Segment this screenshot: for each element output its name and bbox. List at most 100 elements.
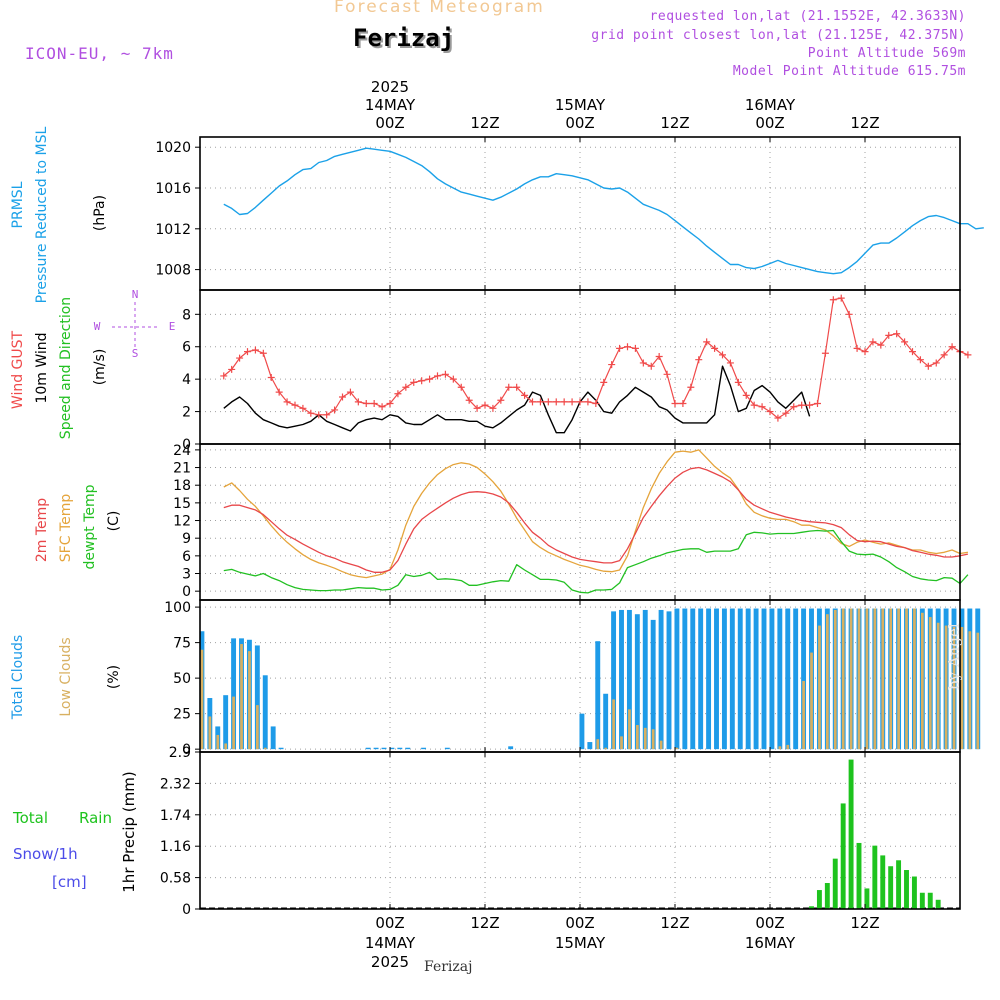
low-cloud-bar <box>849 608 853 750</box>
wind-gust-point <box>821 349 829 357</box>
wind-gust-point <box>869 338 877 346</box>
wind-gust-point <box>853 344 861 352</box>
total-cloud-bar <box>611 611 617 750</box>
rain-bar <box>809 906 814 909</box>
rain-bar <box>848 759 854 909</box>
label-precip-unit: 1hr Precip (mm) <box>120 771 138 892</box>
bottom-date-label: 15MAY <box>555 934 606 952</box>
label-wind-gust: Wind GUST <box>10 330 26 409</box>
wind-gust-point <box>924 362 932 370</box>
temp-2m-line <box>223 466 969 573</box>
y-tick-label: 1020 <box>155 140 191 156</box>
label-10m-wind: 10m Wind <box>34 332 50 403</box>
wind-gust-point <box>489 404 497 412</box>
low-cloud-bar <box>928 617 932 750</box>
axis-ticks: 1008101210161020024680369121518212402550… <box>10 78 880 971</box>
label-rain: Rain <box>79 809 112 827</box>
wind-gust-point <box>726 359 734 367</box>
rain-bar <box>904 870 909 909</box>
rain-bar <box>935 899 941 909</box>
wind-gust-point <box>679 399 687 407</box>
total-cloud-bar <box>801 608 807 750</box>
low-cloud-bar <box>833 609 837 750</box>
total-cloud-bar <box>706 608 712 750</box>
model-label: ICON-EU, ~ 7km <box>25 44 174 63</box>
wind-gust-point <box>481 401 489 409</box>
top-date-label: 14MAY <box>365 96 416 114</box>
wind-gust-point <box>885 331 893 339</box>
wind-gust-point <box>837 294 845 302</box>
low-cloud-bar <box>841 608 845 750</box>
total-cloud-bar <box>642 609 648 750</box>
y-tick-label: 3 <box>182 567 191 583</box>
rain-bar <box>911 876 917 909</box>
wind-gust-point <box>386 399 394 407</box>
bottom-date-label: 14MAY <box>365 934 416 952</box>
wind-gust-point <box>505 383 513 391</box>
low-cloud-bar <box>232 696 235 750</box>
wind-speed-line <box>223 365 811 434</box>
wind-gust-point <box>529 398 536 406</box>
wind-gust-point <box>339 393 346 401</box>
wind-gust-point <box>465 396 473 404</box>
wind-gust-point <box>893 330 901 338</box>
wind-gust-point <box>323 411 331 419</box>
low-cloud-bar <box>936 622 940 750</box>
wind-gust-point <box>394 390 402 398</box>
label-pressure-msl: Pressure Reduced to MSL <box>34 126 50 303</box>
wind-gust-point <box>307 409 315 417</box>
rain-bar <box>856 842 862 909</box>
wind-gust-point <box>687 383 695 391</box>
y-tick-label: 15 <box>173 496 191 512</box>
total-cloud-bar <box>595 641 601 750</box>
y-tick-label: 50 <box>173 671 191 687</box>
label-percent-unit: (%) <box>106 665 122 689</box>
wind-gust-point <box>671 399 679 407</box>
wind-gust-point <box>331 406 339 414</box>
label-total-clouds: Total Clouds <box>10 635 26 720</box>
low-cloud-bar <box>818 625 821 750</box>
total-cloud-bar <box>603 693 609 750</box>
wind-gust-point <box>766 408 774 416</box>
low-cloud-bar <box>865 608 869 750</box>
compass-w: W <box>94 320 101 333</box>
wind-gust-point <box>948 343 956 351</box>
total-cloud-bar <box>405 747 411 750</box>
low-cloud-bar <box>200 649 204 750</box>
low-cloud-bar <box>612 699 615 750</box>
y-tick-label: 1008 <box>155 263 191 279</box>
y-tick-label: 21 <box>173 461 191 477</box>
credit-label: by Angel <box>945 623 963 690</box>
low-cloud-bar <box>889 608 893 750</box>
y-tick-label: 2.9 <box>169 745 191 761</box>
top-time-label: 12Z <box>660 114 689 132</box>
wind-gust-point <box>608 361 616 369</box>
top-time-label: 00Z <box>375 114 404 132</box>
top-time-label: 00Z <box>755 114 784 132</box>
rain-bar <box>896 860 902 909</box>
rain-bar <box>872 845 878 909</box>
wind-gust-point <box>315 411 323 419</box>
total-cloud-bar <box>785 608 791 750</box>
total-cloud-bar <box>745 608 751 750</box>
low-cloud-bar <box>248 651 251 750</box>
wind-gust-point <box>916 356 924 364</box>
low-cloud-bar <box>960 626 964 750</box>
bottom-time-label: 00Z <box>755 914 784 932</box>
wind-gust-point <box>592 399 600 407</box>
compass-n: N <box>132 288 139 301</box>
rain-bar <box>840 803 846 909</box>
wind-gust-point <box>267 374 275 382</box>
wind-gust-point <box>814 399 821 407</box>
wind-gust-point <box>932 359 940 367</box>
total-cloud-bar <box>270 726 276 750</box>
y-tick-label: 0 <box>182 584 191 600</box>
footer-location: Ferizaj <box>424 959 473 975</box>
wind-gust-point <box>806 401 814 409</box>
label-speed-direction: Speed and Direction <box>58 297 74 439</box>
total-cloud-bar <box>753 608 759 750</box>
total-cloud-bar <box>714 608 719 750</box>
wind-gust-point <box>473 404 481 412</box>
y-tick-label: 18 <box>173 478 191 494</box>
total-cloud-bar <box>690 608 696 750</box>
